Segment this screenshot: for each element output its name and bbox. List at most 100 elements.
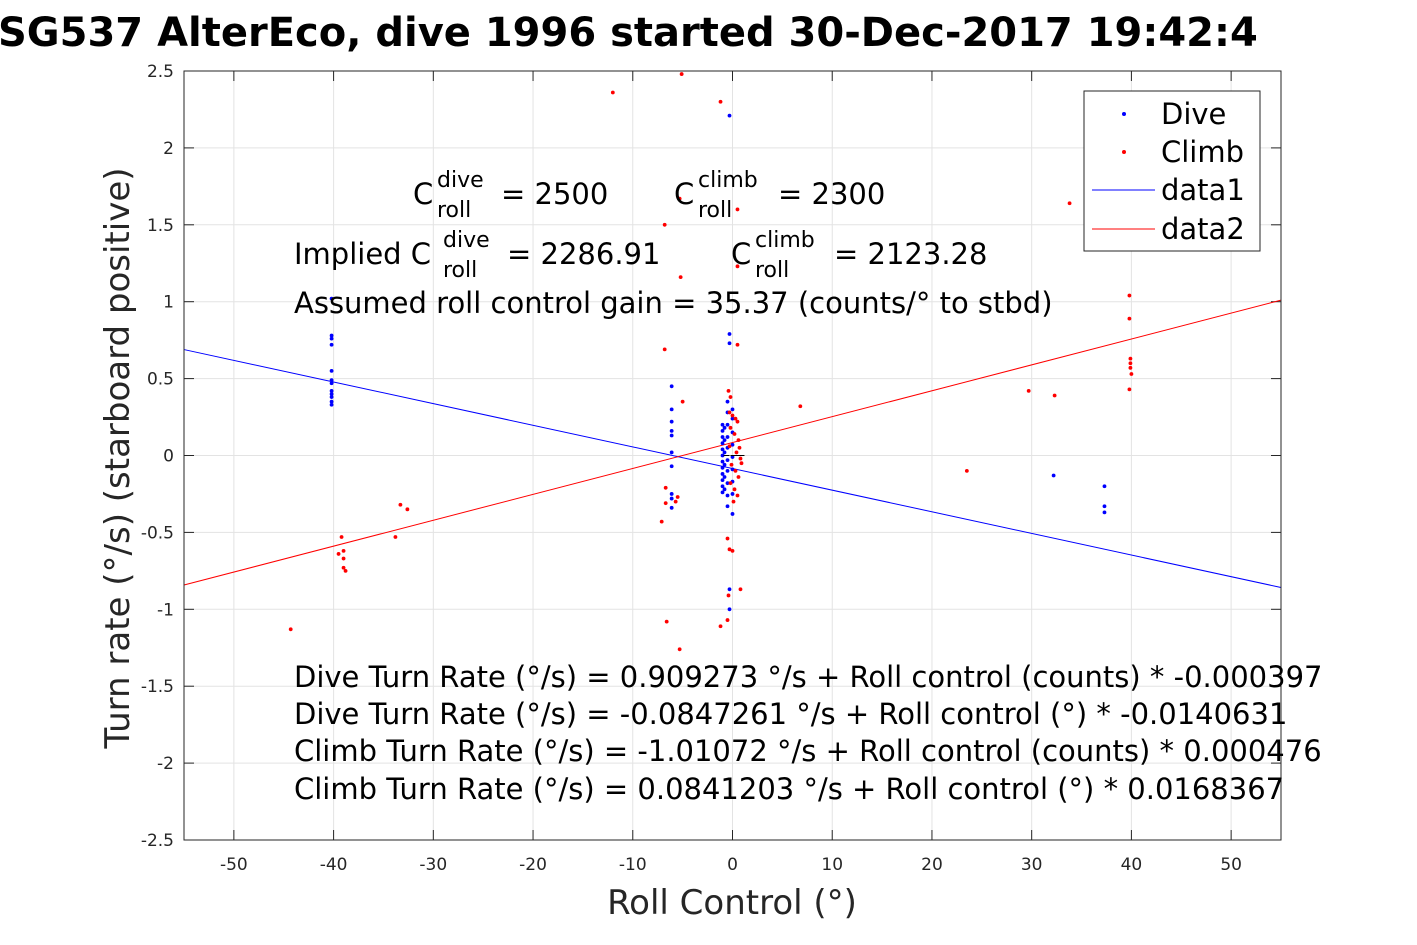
dive-point (725, 422, 730, 427)
y-tick-label: -0.5 (141, 523, 174, 543)
climb-point (727, 410, 732, 415)
dive-point (669, 450, 674, 455)
dive-point (329, 402, 334, 407)
x-tick-label: -30 (419, 855, 447, 875)
x-tick-label: 0 (727, 855, 738, 875)
climb-point (343, 568, 348, 573)
climb-point (677, 196, 682, 201)
climb-point (664, 619, 669, 624)
dive-point (1102, 504, 1107, 509)
dive-point (329, 333, 334, 338)
x-tick-label: 30 (1021, 855, 1043, 875)
x-tick-label: -40 (320, 855, 348, 875)
c-roll-climb-prefix: C (674, 177, 694, 211)
legend-climb-label: Climb (1161, 135, 1244, 169)
dive-point (725, 504, 730, 509)
y-tick-label: 1.5 (147, 216, 174, 236)
climb-point (680, 399, 685, 404)
implied-dive-lead: Implied C (294, 237, 431, 271)
climb-point (393, 535, 398, 539)
dive-point (727, 587, 732, 592)
y-tick-label: -2 (157, 754, 174, 774)
y-tick-label: 0.5 (147, 370, 174, 390)
svg-text:C: C (413, 177, 433, 211)
dive-point (329, 336, 334, 341)
c-roll-climb-sup: climb (698, 168, 758, 193)
dive-point (669, 407, 674, 412)
dive-point (727, 341, 732, 346)
y-tick-label: 2.5 (147, 62, 174, 82)
climb-point (732, 487, 737, 492)
climb-point (341, 556, 346, 561)
climb-point (1067, 201, 1072, 206)
dive-point (669, 384, 674, 389)
dive-point (669, 505, 674, 510)
equation-climb-counts: Climb Turn Rate (°/s) = -1.01072 °/s + R… (294, 734, 1322, 768)
climb-point (678, 275, 683, 279)
dive-point (720, 472, 725, 476)
y-tick-label: 2 (163, 139, 174, 159)
y-tick-label: 1 (163, 293, 174, 313)
climb-point (727, 444, 732, 449)
dive-point (730, 467, 735, 472)
dive-point (722, 450, 727, 455)
chart-title: SG537 AlterEco, dive 1996 started 30-Dec… (0, 10, 1258, 56)
dive-point (329, 392, 334, 396)
legend-data2-label: data2 (1161, 212, 1245, 246)
implied-climb-sub: roll (755, 258, 789, 283)
dive-point (722, 438, 727, 443)
implied-climb-prefix: C (731, 237, 751, 271)
dive-point (669, 496, 674, 501)
climb-point (964, 468, 969, 473)
dive-point (722, 487, 727, 492)
legend: Dive Climb data1 data2 (1083, 90, 1261, 252)
y-axis-label: Turn rate (°/s) (starboard positive) (98, 167, 138, 749)
climb-point (739, 461, 744, 466)
dive-point (727, 607, 732, 612)
climb-point (1052, 393, 1057, 398)
dive-point (720, 441, 725, 446)
implied-dive-annotation: Implied C dive roll = 2286.91 (294, 228, 660, 283)
roll-gain-annotation: Assumed roll control gain = 35.37 (count… (294, 286, 1053, 320)
dive-point (725, 493, 730, 498)
dive-point (329, 342, 334, 347)
climb-point (662, 222, 667, 227)
x-axis-label: Roll Control (°) (607, 883, 857, 923)
climb-point (341, 548, 346, 553)
climb-point (675, 495, 680, 499)
climb-point (659, 519, 664, 524)
dive-point (329, 389, 334, 393)
equation-dive-degrees: Dive Turn Rate (°/s) = -0.0847261 °/s + … (294, 697, 1287, 731)
dive-point (730, 416, 735, 421)
climb-point (718, 99, 723, 104)
climb-point (728, 481, 733, 486)
implied-dive-sup: dive (443, 228, 490, 253)
dive-point (730, 455, 735, 459)
dive-point (720, 465, 725, 470)
dive-point (329, 369, 334, 373)
climb-point (727, 547, 732, 552)
climb-point (738, 456, 743, 461)
x-tick-label: -10 (619, 855, 647, 875)
climb-point (1128, 365, 1133, 370)
x-tick-label: 50 (1220, 855, 1242, 875)
climb-point (1128, 361, 1133, 366)
data-points (288, 72, 1134, 652)
climb-point (679, 72, 684, 76)
implied-climb-value: = 2123.28 (834, 237, 987, 271)
dive-point (725, 481, 730, 486)
dive-point (730, 442, 735, 447)
dive-point (720, 422, 725, 427)
dive-point (725, 458, 730, 463)
climb-point (733, 468, 738, 473)
dive-point (329, 381, 334, 386)
dive-point (722, 462, 727, 467)
x-axis-ticks: -50 -40 -30 -20 -10 0 10 20 30 40 50 (220, 71, 1242, 875)
climb-point (1129, 372, 1134, 376)
c-roll-dive-value: = 2500 (501, 177, 608, 211)
climb-point (1127, 293, 1132, 298)
y-tick-label: -1 (157, 600, 174, 620)
legend-box (1083, 90, 1261, 252)
climb-point (798, 404, 803, 409)
